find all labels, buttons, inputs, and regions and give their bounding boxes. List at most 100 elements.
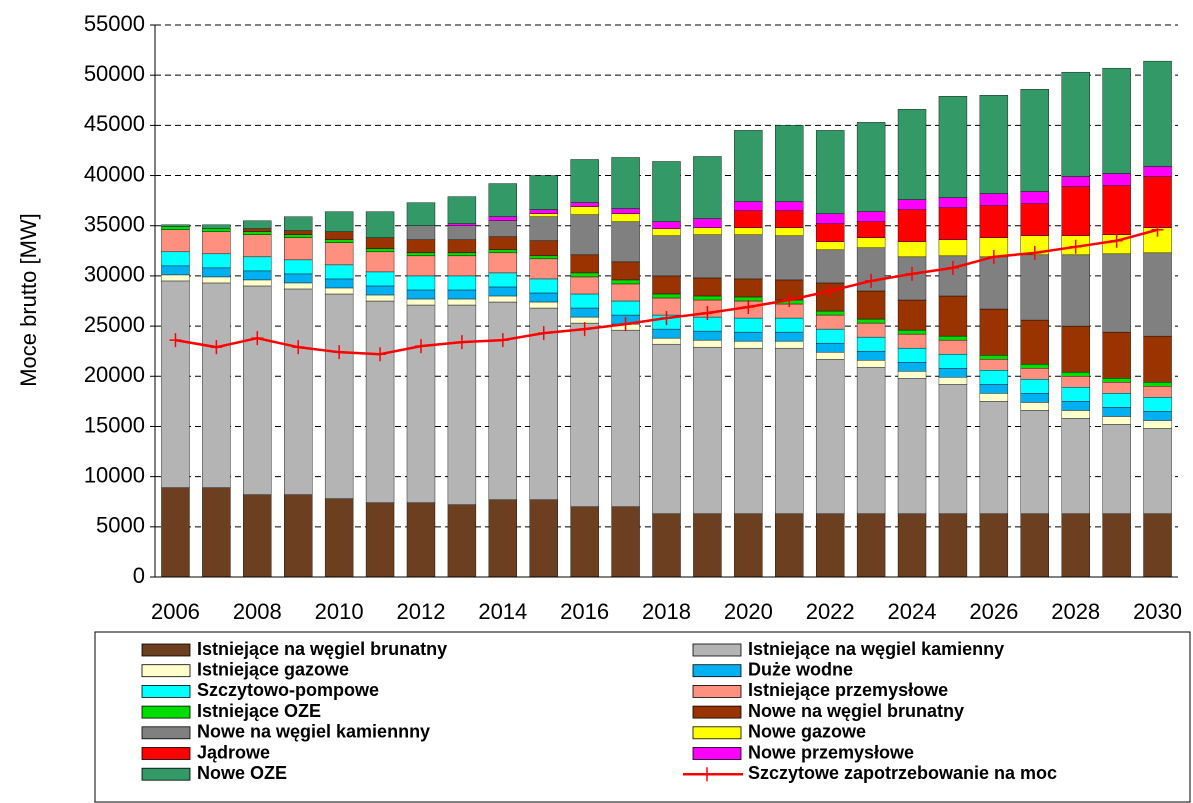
bar-segment <box>161 487 190 578</box>
x-tick-label: 2012 <box>397 599 446 624</box>
bar-segment <box>570 307 599 318</box>
bar-segment <box>447 196 477 224</box>
bar-segment <box>734 201 763 211</box>
bar-segment <box>243 279 272 287</box>
bar-segment <box>1061 513 1090 578</box>
bar-segment <box>734 331 763 342</box>
bar-segment <box>938 335 968 341</box>
bar-segment <box>284 494 313 578</box>
bar-segment <box>365 502 395 578</box>
line-marker <box>1151 222 1164 237</box>
bar-segment <box>938 377 968 385</box>
bar-segment <box>529 213 558 217</box>
legend-label: Nowe na węgiel kamiennny <box>197 722 430 742</box>
bar-segment <box>447 275 477 291</box>
bar-segment <box>447 239 477 254</box>
bar-segment <box>693 156 722 219</box>
bar-segment <box>161 251 190 267</box>
bar-segment <box>938 368 968 378</box>
bar-segment <box>570 202 599 207</box>
bar-segment <box>1143 420 1172 429</box>
bar-segment <box>815 213 845 224</box>
bar-segment <box>815 513 845 578</box>
bar-segment <box>488 236 518 251</box>
legend-swatch <box>141 767 191 781</box>
bar-segment <box>406 255 436 277</box>
bar-segment <box>570 276 599 295</box>
bar-segment <box>488 249 518 254</box>
bar-segment <box>324 242 354 266</box>
bar-segment <box>324 278 354 289</box>
bar-segment <box>856 318 886 324</box>
legend-box <box>94 631 1191 803</box>
bar-segment <box>1102 253 1131 333</box>
bar-segment <box>652 235 681 277</box>
bar-segment <box>243 234 272 258</box>
bar-segment <box>570 206 599 215</box>
x-tick-label: 2014 <box>478 599 527 624</box>
bar-segment <box>1143 382 1172 387</box>
bar-segment <box>1061 401 1090 411</box>
bar-segment <box>775 317 804 333</box>
bar-segment <box>406 304 436 503</box>
bar-segment <box>734 317 763 333</box>
bar-segment <box>365 285 395 296</box>
bar-segment <box>856 211 886 222</box>
bar-segment <box>856 350 886 361</box>
bar-segment <box>856 322 886 338</box>
bar-segment <box>693 218 722 228</box>
x-tick-label: 2024 <box>888 599 937 624</box>
bar-segment <box>570 159 599 203</box>
line-marker <box>783 292 796 307</box>
y-tick-label: 40000 <box>84 161 145 186</box>
bar-segment <box>243 270 272 281</box>
bar-segment <box>529 278 558 294</box>
bar-segment <box>897 209 927 242</box>
bar-segment <box>979 359 1009 371</box>
bar-segment <box>447 223 477 226</box>
line-marker <box>946 260 959 275</box>
bar-segment <box>611 157 640 209</box>
bar-segment <box>815 310 845 316</box>
bar-segment <box>202 253 231 269</box>
bar-segment <box>1143 166 1172 177</box>
bar-segment <box>406 298 436 306</box>
bar-segment <box>652 513 681 578</box>
line-marker <box>414 339 427 354</box>
bar-segment <box>1102 185 1131 235</box>
bar-segment <box>856 513 886 578</box>
y-tick-label: 45000 <box>84 111 145 136</box>
bar-segment <box>406 502 436 578</box>
bar-segment <box>324 211 354 232</box>
bar-segment <box>529 301 558 309</box>
bar-segment <box>284 288 313 495</box>
bar-segment <box>284 237 313 261</box>
bar-segment <box>365 294 395 302</box>
y-tick-label: 10000 <box>84 462 145 487</box>
bar-segment <box>243 494 272 578</box>
y-tick-label: 30000 <box>84 262 145 287</box>
bar-segment <box>529 216 558 241</box>
bar-segment <box>897 109 927 200</box>
x-tick-label: 2010 <box>315 599 364 624</box>
line-marker <box>578 322 591 337</box>
bar-segment <box>406 202 436 226</box>
bar-segment <box>488 252 518 274</box>
bar-segment <box>161 224 190 227</box>
bar-segment <box>243 256 272 272</box>
line-marker <box>824 283 837 298</box>
bar-segment <box>365 237 395 250</box>
bar-segment <box>1020 410 1049 514</box>
bar-segment <box>1061 71 1090 177</box>
bar-segment <box>1143 386 1172 398</box>
bar-segment <box>979 393 1009 402</box>
bar-segment <box>365 251 395 273</box>
bar-segment <box>734 513 763 578</box>
line-marker <box>1110 233 1123 248</box>
line-marker <box>374 347 387 362</box>
bar-segment <box>1020 319 1049 365</box>
bar-segment <box>1102 424 1131 514</box>
legend-swatch <box>692 685 742 698</box>
bar-segment <box>979 354 1009 360</box>
bar-segment <box>284 259 313 275</box>
